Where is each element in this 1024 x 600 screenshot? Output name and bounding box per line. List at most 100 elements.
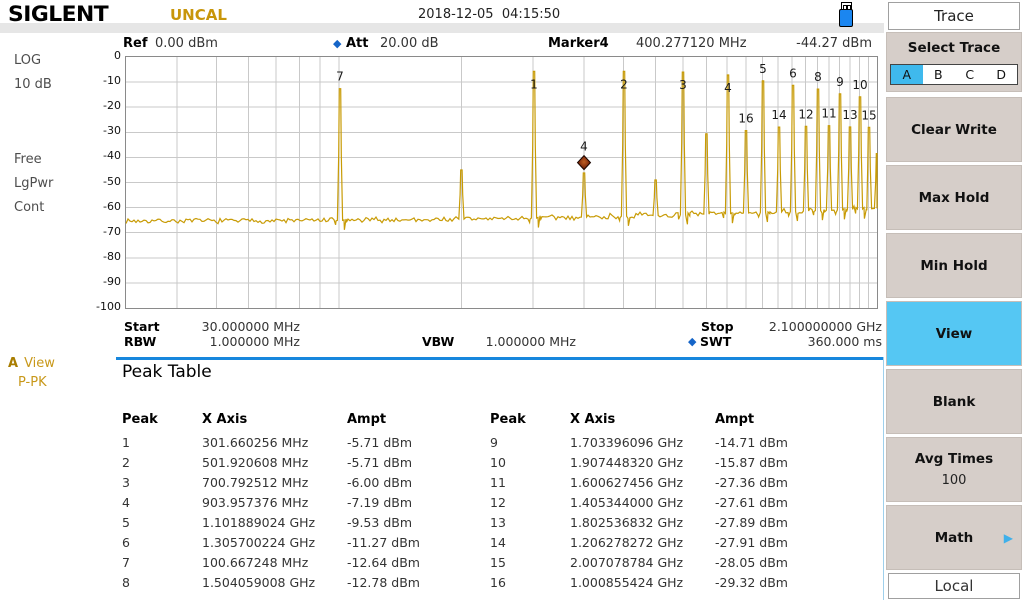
table-cell: 1.600627456 GHz: [570, 474, 684, 490]
table-cell: 16: [490, 574, 506, 590]
table-cell: 14: [490, 534, 506, 550]
table-cell: -5.71 dBm: [347, 454, 413, 470]
table-cell: -27.36 dBm: [715, 474, 788, 490]
peak-table-left: Peak X Axis Ampt 1 301.660256 MHz -5.71 dBm 2 5…: [122, 406, 467, 592]
table-row: 1 301.660256 MHz -5.71 dBm: [122, 432, 467, 452]
table-cell: 100.667248 MHz: [202, 554, 309, 570]
table-row: 16 1.000855424 GHz -29.32 dBm: [490, 572, 835, 592]
table-cell: -27.91 dBm: [715, 534, 788, 550]
peak-table-header: Peak: [490, 411, 526, 427]
table-cell: -5.71 dBm: [347, 434, 413, 450]
trace-tab-c[interactable]: C: [954, 65, 986, 84]
marker-frequency: 400.277120 MHz: [636, 36, 747, 51]
table-cell: 5: [122, 514, 130, 530]
y-tick-label: -10: [103, 74, 121, 88]
table-cell: 8: [122, 574, 130, 590]
table-cell: 1.907448320 GHz: [570, 454, 684, 470]
local-button[interactable]: Local: [888, 573, 1020, 599]
table-row: 12 1.405344000 GHz -27.61 dBm: [490, 492, 835, 512]
scale-div-label: 10 dB: [14, 77, 52, 92]
svg-text:10: 10: [852, 78, 867, 92]
lgpwr-label: LgPwr: [14, 176, 54, 191]
y-tick-label: -30: [103, 124, 121, 138]
table-cell: 2: [122, 454, 130, 470]
table-cell: 6: [122, 534, 130, 550]
grid-lines: [126, 57, 877, 308]
table-cell: 1.802536832 GHz: [570, 514, 684, 530]
svg-text:4: 4: [724, 81, 732, 95]
table-cell: 9: [490, 434, 498, 450]
peak-table-title: Peak Table: [122, 362, 212, 382]
table-cell: -27.61 dBm: [715, 494, 788, 510]
table-cell: 3: [122, 474, 130, 490]
y-tick-label: -60: [103, 199, 121, 213]
scale-type-label: LOG: [14, 53, 42, 68]
menu-button-blank[interactable]: Blank: [886, 369, 1022, 434]
table-row: 6 1.305700224 GHz -11.27 dBm: [122, 532, 467, 552]
svg-text:2: 2: [620, 77, 628, 91]
trace-mode: View: [24, 356, 55, 371]
trace-a-indicator: A View: [8, 356, 55, 371]
table-cell: -7.19 dBm: [347, 494, 413, 510]
table-row: 11 1.600627456 GHz -27.36 dBm: [490, 472, 835, 492]
table-row: 14 1.206278272 GHz -27.91 dBm: [490, 532, 835, 552]
trace-letter: A: [8, 356, 19, 371]
stop-label: Stop: [701, 319, 734, 334]
att-diamond-icon: ◆: [333, 37, 342, 50]
peak-table-right: Peak X Axis Ampt 9 1.703396096 GHz -14.71 dBm…: [490, 406, 835, 592]
table-row: 4 903.957376 MHz -7.19 dBm: [122, 492, 467, 512]
svg-text:7: 7: [336, 70, 344, 84]
menu-button-max-hold[interactable]: Max Hold: [886, 165, 1022, 230]
start-label: Start: [124, 319, 160, 334]
table-cell: 301.660256 MHz: [202, 434, 309, 450]
blue-divider: [116, 357, 884, 360]
trace-tab-d[interactable]: D: [985, 65, 1017, 84]
vbw-label: VBW: [422, 334, 455, 349]
peak-table-header: Ampt: [715, 411, 755, 427]
table-cell: 12: [490, 494, 506, 510]
svg-text:12: 12: [798, 107, 813, 121]
table-row: 15 2.007078784 GHz -28.05 dBm: [490, 552, 835, 572]
cont-label: Cont: [14, 200, 45, 215]
table-cell: -15.87 dBm: [715, 454, 788, 470]
table-cell: -27.89 dBm: [715, 514, 788, 530]
detector-label: P-PK: [18, 375, 47, 390]
ref-value: 0.00 dBm: [155, 36, 218, 51]
y-tick-label: -70: [103, 224, 121, 238]
siglent-logo: SIGLENT: [8, 2, 109, 26]
table-cell: 1.504059008 GHz: [202, 574, 316, 590]
rbw-label: RBW: [124, 334, 157, 349]
table-cell: -6.00 dBm: [347, 474, 413, 490]
usb-drive-icon: [838, 2, 854, 27]
y-tick-label: -40: [103, 149, 121, 163]
table-row: 7 100.667248 MHz -12.64 dBm: [122, 552, 467, 572]
trace-tab-b[interactable]: B: [922, 65, 954, 84]
svg-text:6: 6: [789, 66, 797, 80]
menu-title: Trace: [888, 2, 1020, 30]
menu-button-math[interactable]: Math ▶: [886, 505, 1022, 570]
datetime: 2018-12-05 04:15:50: [418, 7, 561, 22]
select-trace-label: Select Trace: [907, 40, 1001, 56]
table-cell: -12.78 dBm: [347, 574, 420, 590]
svg-text:1: 1: [530, 77, 538, 91]
table-cell: 1: [122, 434, 130, 450]
table-cell: 1.000855424 GHz: [570, 574, 684, 590]
y-tick-label: -90: [103, 274, 121, 288]
menu-button-avg-times[interactable]: Avg Times 100: [886, 437, 1022, 502]
y-tick-label: -20: [103, 99, 121, 113]
marker4-diamond: 4: [576, 140, 592, 171]
trace-tab-a[interactable]: A: [891, 65, 923, 84]
table-cell: 1.206278272 GHz: [570, 534, 684, 550]
menu-button-clear-write[interactable]: Clear Write: [886, 97, 1022, 162]
submenu-arrow-icon: ▶: [1003, 530, 1013, 545]
table-cell: 11: [490, 474, 506, 490]
svg-text:3: 3: [679, 78, 687, 92]
table-cell: 7: [122, 554, 130, 570]
table-cell: 15: [490, 554, 506, 570]
table-cell: 1.101889024 GHz: [202, 514, 316, 530]
menu-button-min-hold[interactable]: Min Hold: [886, 233, 1022, 298]
table-cell: -29.32 dBm: [715, 574, 788, 590]
menu-button-view[interactable]: View: [886, 301, 1022, 366]
